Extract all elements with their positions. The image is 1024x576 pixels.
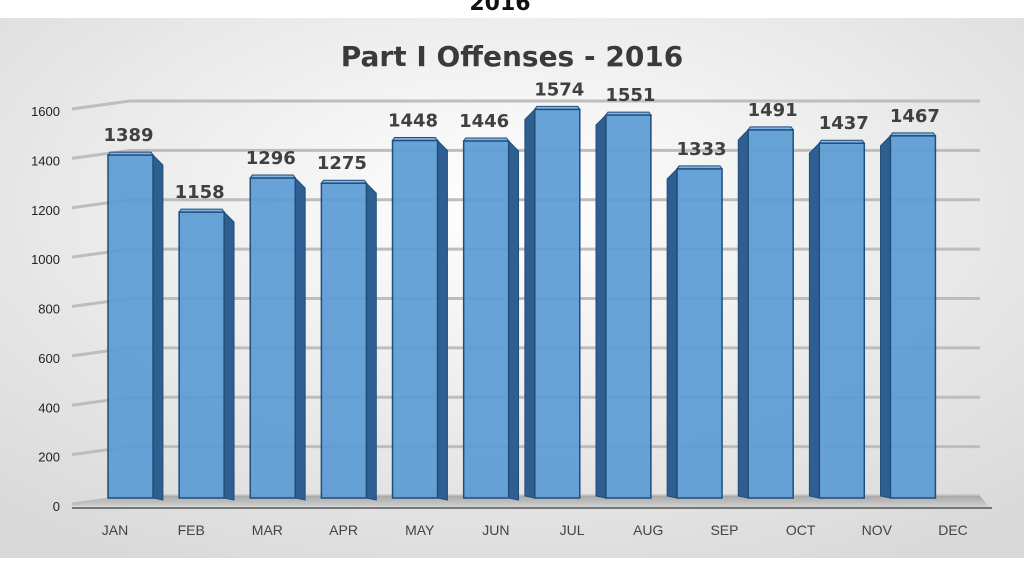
bar-front-face: [249, 177, 297, 499]
bar-sep: [666, 165, 723, 499]
data-label: 1574: [534, 79, 584, 100]
bar-front-face: [320, 182, 368, 499]
bar-side-face: [595, 113, 607, 499]
data-label: 1275: [317, 153, 367, 174]
bar-side-face: [737, 128, 749, 499]
x-tick-label: AUG: [633, 522, 663, 538]
data-label: 1446: [459, 111, 509, 132]
bar-front-face: [534, 108, 581, 499]
bar-side-face: [666, 167, 678, 499]
bars: [107, 105, 937, 501]
data-labels: 1389 1158 1296 1275 1448 1446 1574 1551 1333 1491…: [103, 79, 940, 203]
bar-side-face: [880, 134, 891, 499]
data-label: 1158: [175, 182, 225, 203]
x-tick-label: DEC: [938, 522, 968, 538]
bar-mar: [249, 174, 306, 501]
bar-side-face: [524, 108, 536, 499]
chart-title: Part I Offenses - 2016: [341, 40, 684, 73]
y-tick-label: 800: [38, 302, 60, 317]
y-tick-label: 0: [53, 499, 60, 514]
y-tick-label: 200: [38, 450, 60, 465]
bar-side-face: [152, 153, 164, 501]
y-tick-label: 400: [38, 400, 60, 415]
bar-front-face: [107, 154, 154, 499]
x-tick-label: JAN: [102, 522, 128, 538]
y-tick-label: 1400: [31, 153, 60, 168]
bar-nov: [808, 139, 866, 499]
bar-jan: [107, 151, 164, 501]
bar-front-face: [676, 168, 723, 499]
data-label: 1296: [246, 148, 296, 169]
bar-side-face: [294, 176, 306, 501]
bar-side-face: [365, 182, 377, 501]
x-tick-label: FEB: [178, 522, 205, 538]
x-tick-label: MAY: [405, 522, 435, 538]
bar-side-face: [808, 142, 820, 499]
bar-front-face: [889, 135, 937, 499]
bar-side-face: [223, 210, 235, 501]
y-tick-label: 1200: [31, 203, 60, 218]
x-axis: JAN FEB MAR APR MAY JUN JUL AUG SEP OCT NOV DEC: [102, 522, 968, 538]
data-label: 1448: [388, 111, 438, 132]
data-label: 1491: [748, 100, 798, 121]
bar-oct: [737, 126, 795, 499]
data-label: 1467: [890, 106, 940, 127]
x-tick-label: OCT: [786, 522, 816, 538]
data-label: 1551: [605, 85, 655, 106]
bar-jul: [524, 105, 581, 499]
bar-front-face: [605, 114, 652, 499]
top-caption: 2016: [469, 0, 531, 16]
data-label: 1437: [819, 113, 869, 134]
x-tick-label: JUN: [482, 522, 509, 538]
data-label: 1389: [103, 125, 153, 146]
y-tick-label: 1000: [31, 252, 60, 267]
bar-may: [391, 137, 448, 501]
bar-front-face: [391, 139, 439, 499]
y-axis: 0 200 400 600 800 1000 1200 1400 1600: [31, 104, 60, 514]
bar-apr: [320, 179, 377, 501]
bar-front-face: [178, 211, 225, 499]
y-tick-label: 600: [38, 351, 60, 366]
bar-jun: [462, 137, 520, 501]
bar-feb: [178, 208, 235, 501]
bar-side-face: [508, 139, 520, 501]
bar-dec: [880, 132, 937, 499]
bar-front-face: [747, 129, 794, 499]
x-tick-label: JUL: [560, 522, 585, 538]
gridline-side: [71, 99, 131, 111]
y-tick-label: 1600: [31, 104, 60, 119]
x-tick-label: MAR: [252, 522, 283, 538]
data-label: 1333: [676, 139, 726, 160]
bar-side-face: [437, 139, 448, 501]
bar-front-face: [818, 142, 866, 499]
bar-front-face: [462, 140, 510, 499]
x-tick-label: SEP: [710, 522, 738, 538]
bar-aug: [595, 111, 652, 499]
x-tick-label: NOV: [862, 522, 893, 538]
x-tick-label: APR: [329, 522, 358, 538]
